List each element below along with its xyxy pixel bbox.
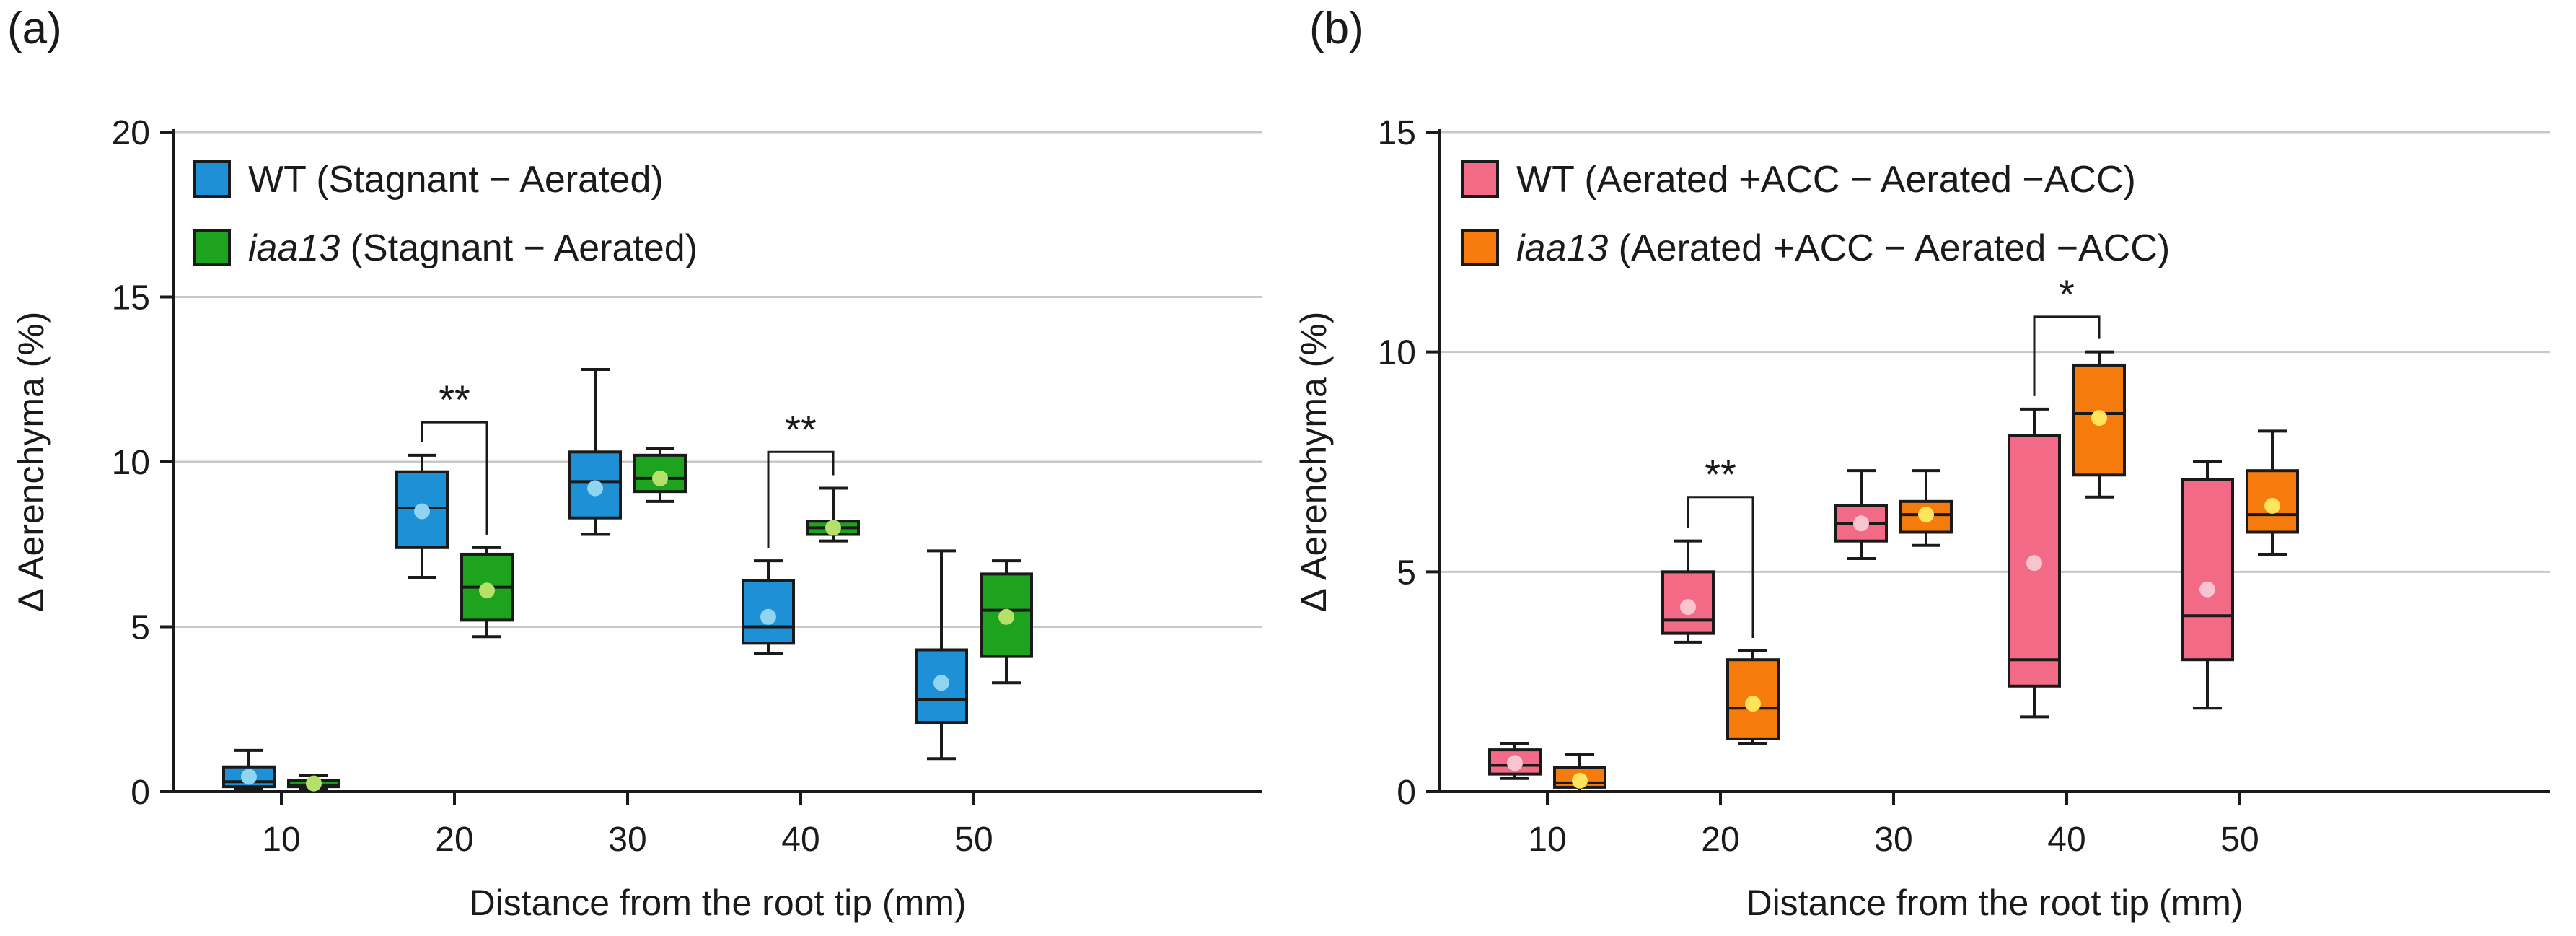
panel-b-y-axis-label: Δ Aerenchyma (%) <box>1293 312 1334 613</box>
panel-a-y-tick-label: 10 <box>112 444 150 482</box>
panel-a-x-tick-label: 50 <box>954 821 993 859</box>
panel-b-legend-label-0-text: WT (Aerated +ACC − Aerated −ACC) <box>1516 159 2136 201</box>
panel-b-s1-box-40-mean-dot <box>2091 410 2107 427</box>
panel-a-legend-label-1: iaa13 (Stagnant − Aerated) <box>248 227 698 269</box>
panel-b-y-tick-label: 10 <box>1378 334 1416 372</box>
panel-b-y-tick-label: 0 <box>1397 774 1416 812</box>
panel-b-legend-label-1-italic: iaa13 <box>1516 227 1608 269</box>
panel-a-s0-box-40-mean-dot <box>760 608 776 625</box>
panel-b-x-tick-label: 40 <box>2047 821 2085 859</box>
panel-a-s1-box-30-mean-dot <box>652 470 668 486</box>
panel-a-s0-box-20-mean-dot <box>414 503 430 520</box>
panel-a-s0-box-50-mean-dot <box>933 675 949 691</box>
panel-a-y-tick-label: 20 <box>112 114 150 152</box>
panel-b-s0-box-30-mean-dot <box>1853 515 1869 532</box>
panel-a-y-axis-label: Δ Aerenchyma (%) <box>11 312 51 613</box>
panel-b-label: (b) <box>1309 4 1364 53</box>
panel-a-s1-box-50-mean-dot <box>998 608 1014 625</box>
panel-b-legend-swatch-1 <box>1461 229 1499 266</box>
panel-a-y-tick-label: 15 <box>112 279 150 318</box>
panel-a-s1-box-10-mean-dot <box>306 775 322 792</box>
panel-a-x-tick-label: 20 <box>435 821 473 859</box>
panel-a-significance-40-label: ** <box>785 406 817 452</box>
panel-b-s0-box-10-mean-dot <box>1507 755 1523 771</box>
panel-b-s1-box-10-mean-dot <box>1572 772 1588 789</box>
panel-a-legend-label-1-text: (Stagnant − Aerated) <box>340 227 698 269</box>
panel-a-significance-40-bracket <box>767 450 835 548</box>
panel-b-x-tick-label: 50 <box>2220 821 2259 859</box>
panel-b-y-tick-label: 5 <box>1397 554 1416 592</box>
panel-a-legend-label-0-text: WT (Stagnant − Aerated) <box>248 159 664 201</box>
panel-a-x-tick-label: 40 <box>781 821 819 859</box>
panel-b-legend-label-1: iaa13 (Aerated +ACC − Aerated −ACC) <box>1516 227 2170 269</box>
panel-b-s1-box-30-mean-dot <box>1918 507 1934 523</box>
panel-b-s0-box-50 <box>2181 478 2234 662</box>
panel-b-significance-40-bracket <box>2033 315 2101 396</box>
panel-a-y-tick-label: 0 <box>131 774 150 812</box>
panel-b-x-tick-label: 30 <box>1874 821 1912 859</box>
panel-a-legend-swatch-0 <box>193 160 231 198</box>
panel-b-y-tick-label: 15 <box>1378 114 1416 152</box>
panel-a-legend-label-0: WT (Stagnant − Aerated) <box>248 159 664 201</box>
panel-b-legend-swatch-0 <box>1461 160 1499 198</box>
panel-a-s1-box-20-mean-dot <box>479 582 495 599</box>
panel-b-legend-label-0: WT (Aerated +ACC − Aerated −ACC) <box>1516 159 2136 201</box>
panel-a-label: (a) <box>7 4 62 53</box>
panel-b-x-tick-label: 10 <box>1528 821 1566 859</box>
panel-a-s1-box-40-mean-dot <box>825 520 841 536</box>
panel-b-significance-40-label: * <box>2059 271 2075 317</box>
panel-b-x-axis-label: Distance from the root tip (mm) <box>1746 883 2243 923</box>
panel-a-x-axis-label: Distance from the root tip (mm) <box>469 883 966 923</box>
panel-b-s0-box-40 <box>2008 434 2061 688</box>
panel-a-legend-label-1-italic: iaa13 <box>248 227 340 269</box>
panel-b-x-tick-label: 20 <box>1701 821 1739 859</box>
panel-a-s0-box-30-mean-dot <box>587 480 603 497</box>
panel-b-s0-box-50-mean-dot <box>2199 581 2215 598</box>
panel-b-s1-box-20 <box>1726 658 1780 740</box>
panel-b-s1-box-50-mean-dot <box>2264 497 2280 514</box>
panel-a-significance-20-label: ** <box>439 377 470 422</box>
panel-a-x-tick-label: 10 <box>262 821 300 859</box>
panel-a-x-tick-label: 30 <box>608 821 646 859</box>
panel-b-s0-box-40-mean-dot <box>2026 555 2042 572</box>
panel-b-significance-20-label: ** <box>1705 452 1736 497</box>
panel-b-s0-box-20-mean-dot <box>1680 599 1696 616</box>
panel-a-legend-swatch-1 <box>193 229 231 266</box>
panel-a-s0-box-10-mean-dot <box>241 769 257 785</box>
panel-a-significance-20-bracket <box>421 421 488 535</box>
panel-a-y-tick-label: 5 <box>131 609 150 647</box>
panel-b-significance-20-bracket <box>1687 496 1754 639</box>
panel-b-legend-label-1-text: (Aerated +ACC − Aerated −ACC) <box>1608 227 2170 269</box>
panel-b-s1-box-20-mean-dot <box>1745 696 1761 712</box>
